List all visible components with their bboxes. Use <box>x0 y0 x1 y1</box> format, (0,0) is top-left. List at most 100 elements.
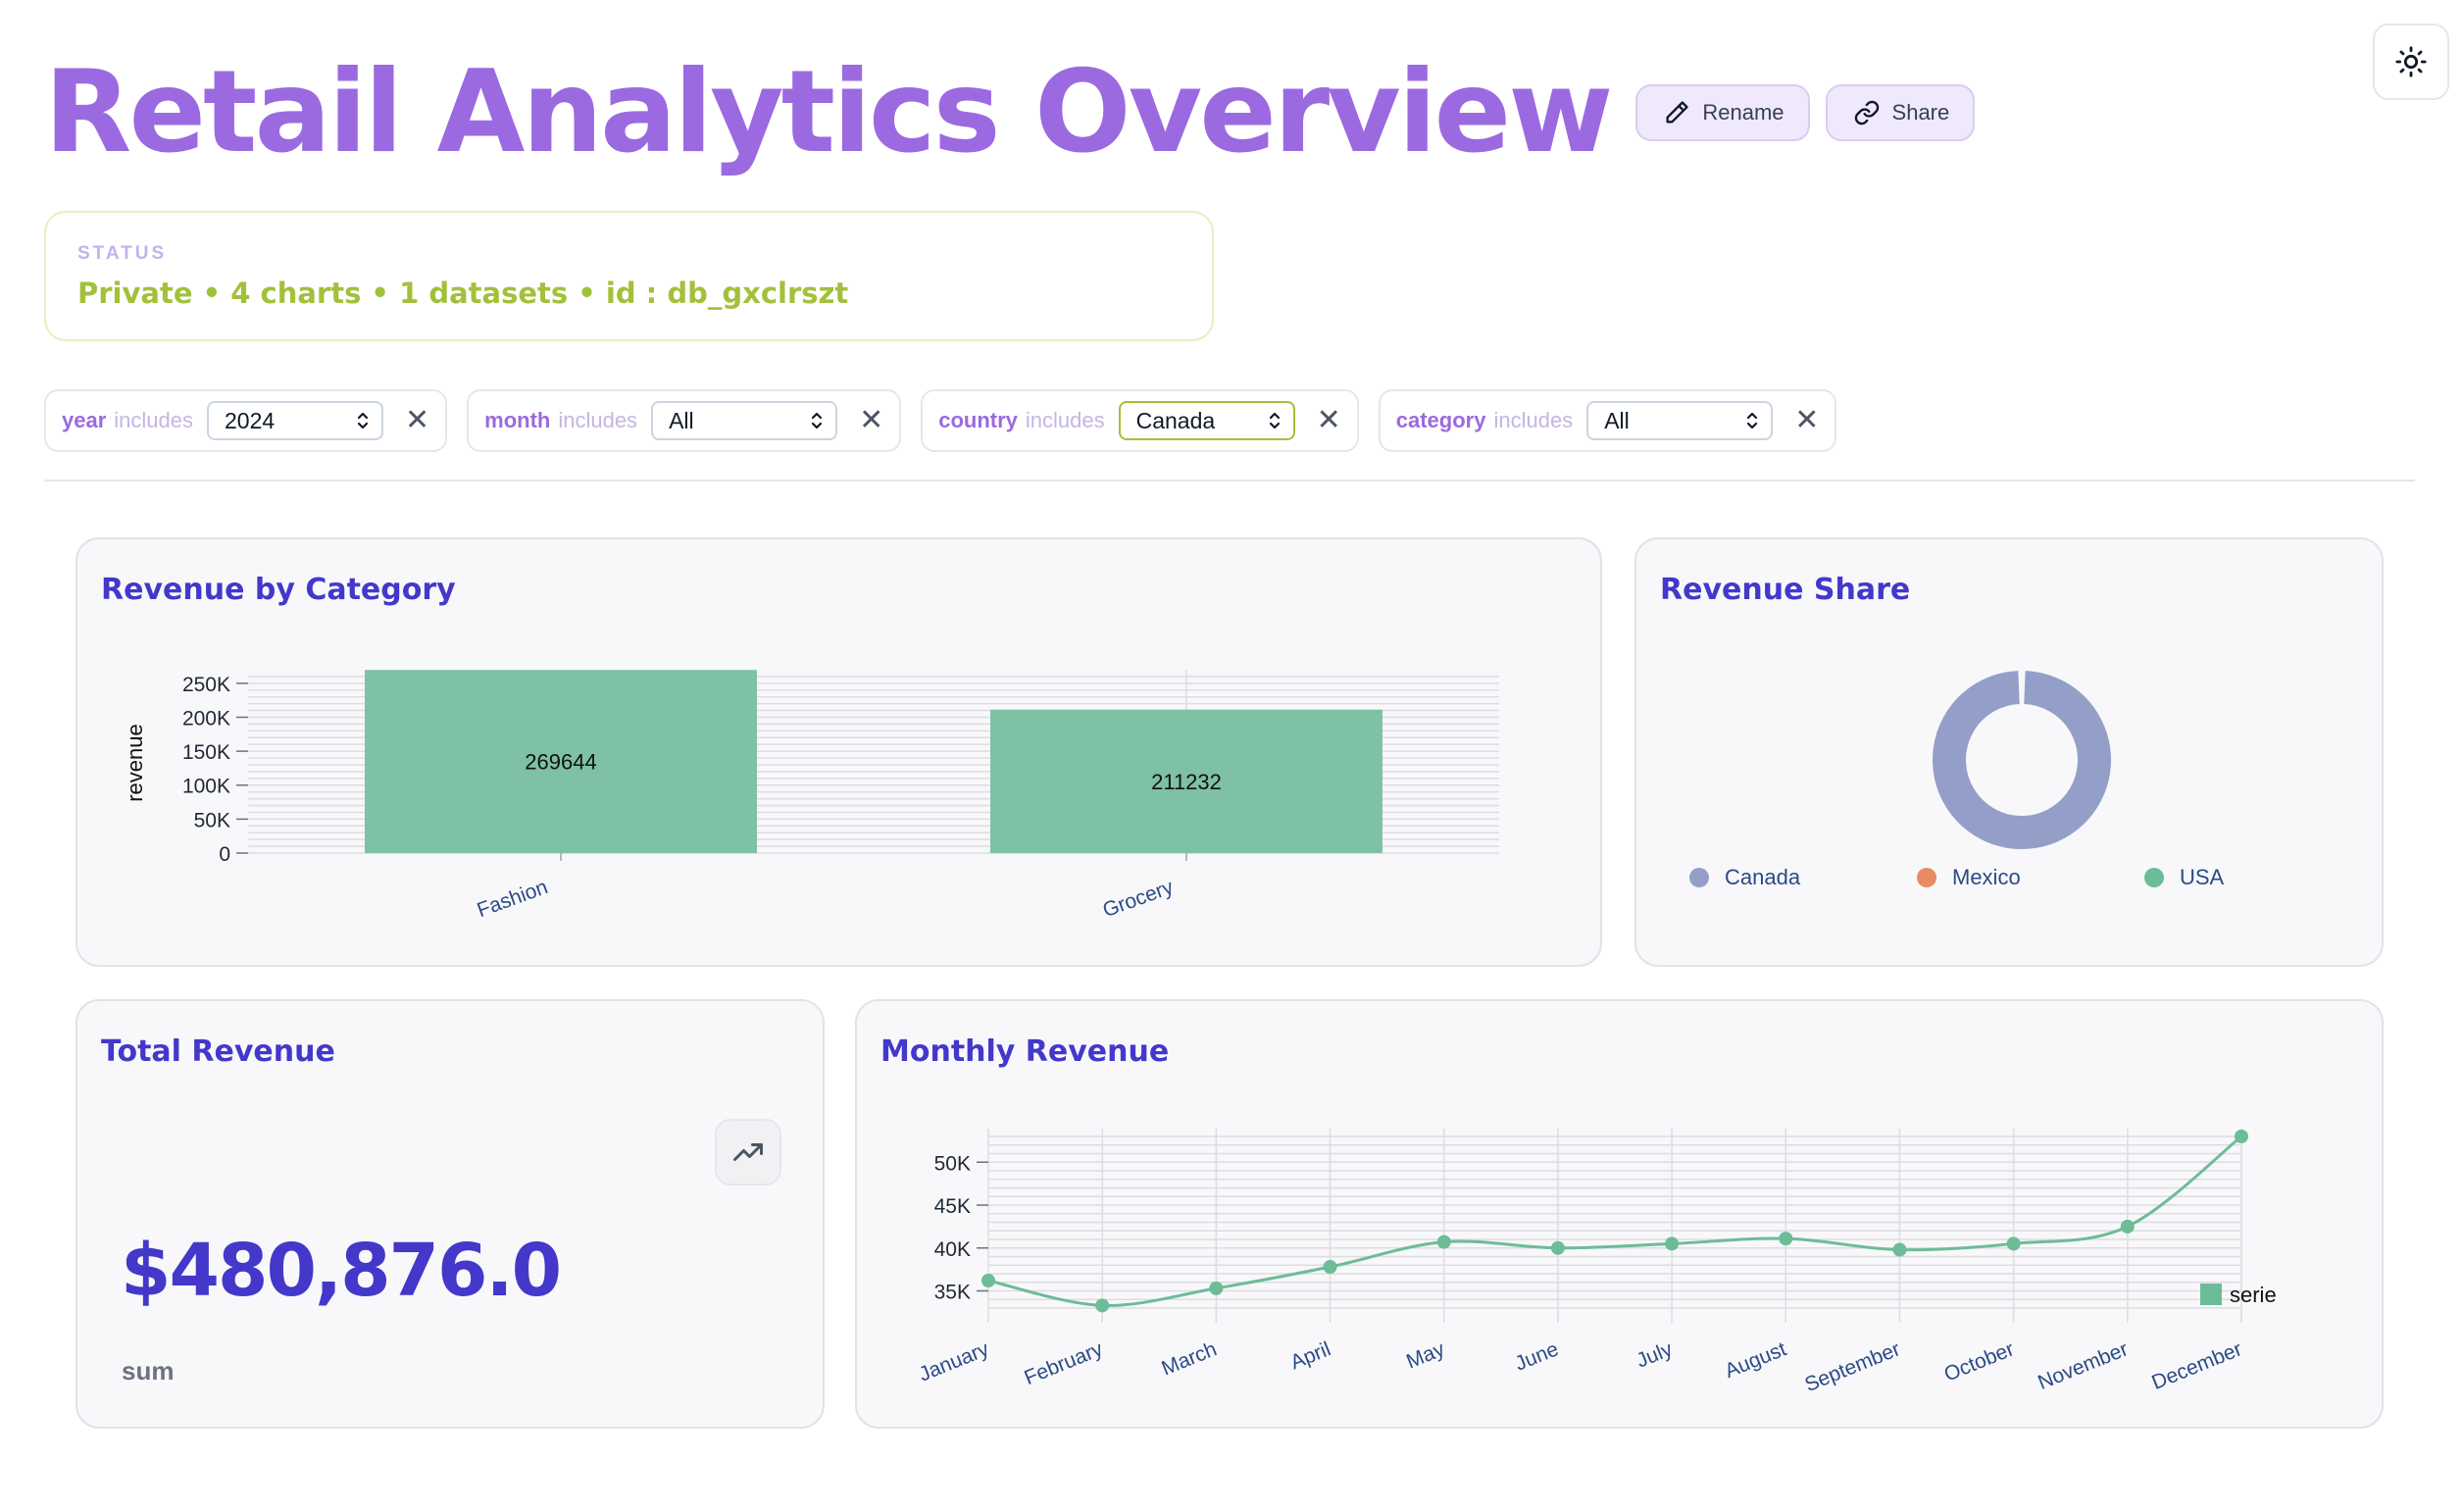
x-tick-label: January <box>916 1337 992 1386</box>
x-tick-label: September <box>1801 1337 1903 1396</box>
card-title: Total Revenue <box>101 1034 335 1069</box>
select-value: Canada <box>1135 407 1216 433</box>
filter-operator: includes <box>558 408 638 432</box>
month-select[interactable]: All <box>651 401 838 440</box>
divider <box>44 479 2415 481</box>
y-tick-label: 250K <box>182 674 230 696</box>
x-tick-label: February <box>1022 1337 1107 1389</box>
x-tick-label: November <box>2035 1337 2131 1394</box>
share-button[interactable]: Share <box>1825 84 1976 141</box>
card-title: Revenue Share <box>1660 573 1911 607</box>
revenue-share-card: Revenue Share Canada Mexico USA <box>1634 537 2384 967</box>
trend-button[interactable] <box>715 1119 781 1185</box>
bar-grocery <box>990 709 1382 853</box>
status-panel: STATUS Private • 4 charts • 1 datasets •… <box>44 211 1214 341</box>
x-tick-label: October <box>1941 1337 2018 1386</box>
data-point <box>2120 1219 2135 1234</box>
legend-label: serie <box>2230 1283 2277 1307</box>
monthly-revenue-card: Monthly Revenue January February March Apri… <box>855 999 2384 1429</box>
chevron-updown-icon <box>1269 412 1280 429</box>
data-point <box>1892 1242 1907 1257</box>
filter-operator: includes <box>1025 408 1105 432</box>
rename-button[interactable]: Rename <box>1635 84 1810 141</box>
page-header: Retail Analytics Overview Rename Share <box>44 49 1976 176</box>
clear-filter-button[interactable]: ✕ <box>859 404 884 436</box>
y-tick-label: 0 <box>219 843 230 866</box>
y-axis-label: revenue <box>123 724 147 802</box>
legend-swatch <box>1917 868 1936 887</box>
filter-field: category <box>1395 408 1486 432</box>
kpi-value: $480,876.0 <box>121 1229 562 1313</box>
data-point <box>1436 1235 1451 1249</box>
year-select[interactable]: 2024 <box>207 401 383 440</box>
select-value: All <box>1604 407 1630 433</box>
share-button-label: Share <box>1891 100 1950 125</box>
legend-swatch <box>2200 1284 2222 1305</box>
legend-item-usa[interactable]: USA <box>2144 865 2224 890</box>
x-tick-label: March <box>1159 1337 1221 1380</box>
kpi-label: sum <box>122 1356 175 1386</box>
trending-up-icon <box>733 1143 763 1161</box>
data-point <box>2235 1130 2248 1143</box>
x-tick-label: July <box>1634 1337 1677 1373</box>
y-tick-label: 40K <box>934 1238 971 1261</box>
filter-month: month includes All ✕ <box>467 389 902 452</box>
legend-label: USA <box>2180 865 2225 889</box>
data-point <box>1665 1236 1680 1251</box>
chevron-updown-icon <box>357 412 369 429</box>
select-value: 2024 <box>225 407 276 433</box>
chevron-updown-icon <box>1747 412 1758 429</box>
data-point <box>1323 1260 1337 1274</box>
clear-filter-button[interactable]: ✕ <box>405 404 430 436</box>
series-line <box>987 1134 2242 1307</box>
card-title: Revenue by Category <box>101 573 456 607</box>
data-label: 211232 <box>1151 770 1222 794</box>
legend-item-canada[interactable]: Canada <box>1689 865 1800 890</box>
pencil-icon <box>1666 101 1689 124</box>
chevron-updown-icon <box>811 412 823 429</box>
status-label: STATUS <box>77 243 168 264</box>
filter-field: country <box>938 408 1018 432</box>
y-tick-label: 50K <box>934 1152 971 1175</box>
data-point <box>1550 1240 1565 1255</box>
legend-swatch <box>1689 868 1709 887</box>
data-point <box>1779 1232 1793 1246</box>
x-tick-label: August <box>1722 1337 1789 1383</box>
legend-label: Mexico <box>1952 865 2021 889</box>
x-tick-label: May <box>1403 1337 1448 1373</box>
pie-slice-canada <box>1933 671 2111 849</box>
line-chart: January February March April May June July Augu… <box>916 1129 2277 1396</box>
select-value: All <box>669 407 694 433</box>
sun-icon <box>2395 46 2427 77</box>
clear-filter-button[interactable]: ✕ <box>1316 404 1341 436</box>
x-tick-label: December <box>2148 1337 2244 1394</box>
donut-chart <box>1933 671 2111 849</box>
filter-country: country includes Canada ✕ <box>921 389 1359 452</box>
bar-fashion <box>365 670 757 853</box>
clear-filter-button[interactable]: ✕ <box>1794 404 1820 436</box>
legend-item-mexico[interactable]: Mexico <box>1917 865 2021 890</box>
filter-field: month <box>484 408 551 432</box>
x-tick-label: June <box>1512 1337 1562 1375</box>
x-tick-label: Grocery <box>1100 876 1178 922</box>
x-tick-label: April <box>1287 1337 1334 1374</box>
filter-year: year includes 2024 ✕ <box>44 389 448 452</box>
legend-swatch <box>2144 868 2164 887</box>
x-tick-label: Fashion <box>475 876 551 922</box>
card-title: Monthly Revenue <box>880 1034 1170 1069</box>
filter-operator: includes <box>1493 408 1574 432</box>
y-tick-label: 50K <box>194 809 230 832</box>
filter-category: category includes All ✕ <box>1378 389 1837 452</box>
theme-toggle-button[interactable] <box>2373 24 2449 100</box>
bar-chart: 269644 Fashion 211232 Grocery 0 50K 100K 150K 20… <box>123 670 1499 922</box>
total-revenue-card: Total Revenue $480,876.0 sum <box>75 999 825 1429</box>
category-select[interactable]: All <box>1586 401 1774 440</box>
y-tick-label: 200K <box>182 707 230 730</box>
y-tick-label: 35K <box>934 1282 971 1304</box>
data-point <box>1209 1281 1224 1295</box>
link-icon <box>1854 100 1879 126</box>
rename-button-label: Rename <box>1702 100 1784 125</box>
y-tick-label: 100K <box>182 776 230 798</box>
country-select[interactable]: Canada <box>1118 401 1295 440</box>
revenue-by-category-card: Revenue by Category 269644 Fashion 211232 G… <box>75 537 1602 967</box>
